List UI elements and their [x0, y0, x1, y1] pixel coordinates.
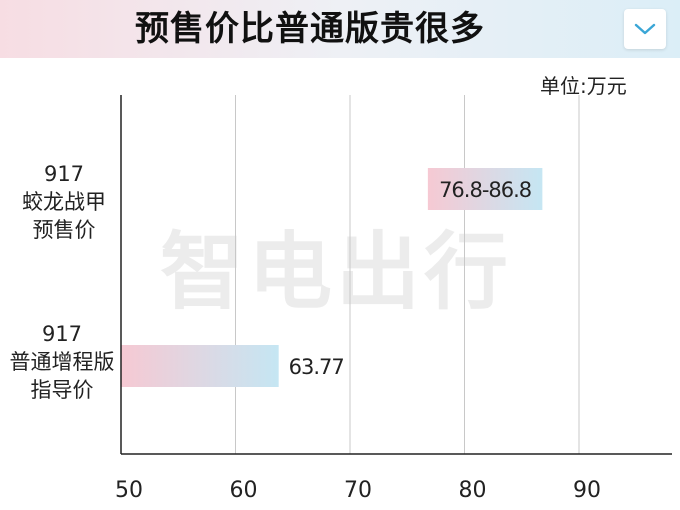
category-label-presale: 917 蛟龙战甲 预售价 [4, 160, 124, 244]
bar [121, 345, 279, 387]
x-tick-label: 90 [573, 478, 601, 503]
category-line: 预售价 [4, 216, 124, 244]
category-line: 蛟龙战甲 [4, 188, 124, 216]
category-line: 917 [2, 320, 122, 348]
data-label: 76.8-86.8 [439, 178, 531, 202]
x-tick-label: 60 [230, 478, 258, 503]
category-line: 指导价 [2, 376, 122, 404]
x-tick-label: 50 [115, 478, 143, 503]
x-tick-label: 80 [459, 478, 487, 503]
data-label: 63.77 [289, 355, 344, 379]
category-line: 普通增程版 [2, 348, 122, 376]
grid-lines [236, 95, 580, 454]
x-tick-label: 70 [344, 478, 372, 503]
category-line: 917 [4, 160, 124, 188]
x-tick-labels: 50 60 70 80 90 [115, 478, 601, 503]
category-label-standard: 917 普通增程版 指导价 [2, 320, 122, 404]
